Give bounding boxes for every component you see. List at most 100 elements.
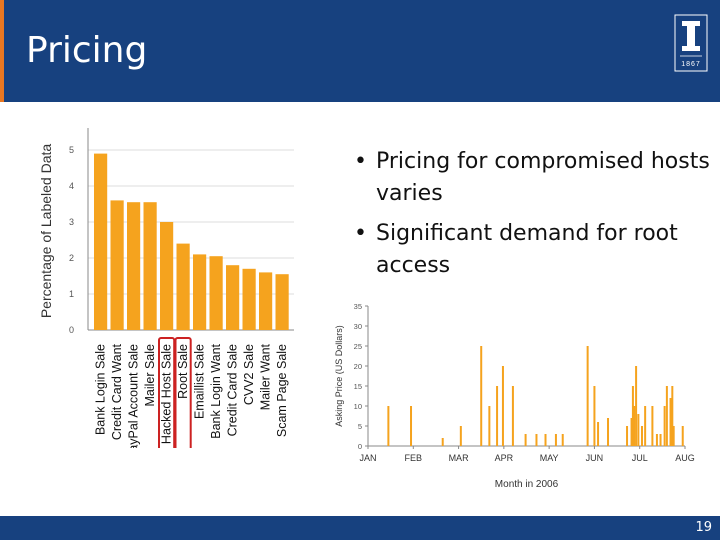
y-axis-label: Percentage of Labeled Data: [38, 144, 54, 319]
x-tick-label: MAR: [449, 453, 470, 463]
x-tick-label: Emaillist Sale: [193, 344, 207, 419]
y-tick-label: 30: [354, 322, 362, 331]
price-bar: [488, 406, 491, 446]
price-bar: [633, 406, 636, 446]
bar: [143, 202, 157, 330]
bar: [110, 200, 124, 330]
y-axis-label: Asking Price (US Dollars): [334, 325, 344, 427]
price-bar: [665, 386, 668, 446]
price-bar: [681, 426, 684, 446]
bar: [226, 265, 240, 330]
price-bar: [637, 414, 640, 446]
y-tick-label: 5: [358, 422, 362, 431]
price-bar: [626, 426, 629, 446]
price-bar: [511, 386, 514, 446]
y-tick-label: 0: [358, 442, 362, 451]
y-tick-label: 20: [354, 362, 362, 371]
x-tick-label: JUL: [632, 453, 648, 463]
bullet-text: Pricing for compromised hosts varies: [376, 149, 710, 206]
category-bar-chart: 0 1 2 3 4 5 Percentage of Labeled Data Bank Log…: [38, 128, 294, 448]
bar: [259, 272, 273, 330]
logo-text: 1867: [681, 61, 701, 68]
bullet-list: • Pricing for compromised hosts varies • S…: [350, 146, 710, 290]
bar: [242, 268, 256, 330]
x-tick-label: Mailer Want: [259, 343, 273, 410]
price-bar: [663, 406, 666, 446]
price-bar: [635, 366, 638, 446]
page-number: 19: [695, 520, 712, 535]
price-bar: [630, 418, 633, 446]
x-tick-label: APR: [495, 453, 514, 463]
price-bar: [669, 398, 672, 446]
price-bar: [671, 386, 674, 446]
bullet-item: • Significant demand for root access: [354, 221, 678, 278]
price-bar: [561, 434, 564, 446]
price-bar: [631, 386, 634, 446]
bar: [193, 254, 207, 330]
price-bar: [640, 426, 643, 446]
price-bar: [441, 438, 444, 446]
price-bar: [597, 422, 600, 446]
price-bar: [651, 406, 654, 446]
y-tick-label: 35: [354, 302, 362, 311]
slide-footer: 19: [0, 516, 720, 540]
y-tick-label: 15: [354, 382, 362, 391]
price-bar: [607, 418, 610, 446]
x-tick-label: Credit Card Sale: [226, 344, 240, 436]
x-tick-label: Bank Login Sale: [94, 344, 108, 435]
university-logo-icon: 1867: [674, 14, 708, 72]
bar: [94, 153, 108, 330]
x-tick-label: Root Sale: [176, 344, 190, 399]
price-bar: [387, 406, 390, 446]
bullet-item: • Pricing for compromised hosts varies: [354, 149, 710, 206]
y-tick-label: 5: [69, 145, 74, 155]
x-tick-label: Bank Login Want: [209, 343, 223, 438]
x-tick-label: Mailer Sale: [143, 344, 157, 407]
price-timeline-chart: 0 5 10 15 20 25 30 35 JAN FEB MAR APR MAY JUN JUL AUG As…: [334, 302, 695, 490]
x-tick-label: FEB: [405, 453, 423, 463]
price-bar: [655, 434, 658, 446]
x-tick-label: MAY: [540, 453, 559, 463]
y-tick-label: 2: [69, 253, 74, 263]
header-accent-stripe: [0, 0, 4, 102]
price-bar: [410, 406, 413, 446]
x-tick-label: Scam Page Sale: [275, 344, 289, 437]
price-bar: [480, 346, 483, 446]
slide-header: Pricing 1867: [0, 0, 720, 102]
bar: [209, 256, 223, 330]
y-tick-label: 4: [69, 181, 74, 191]
x-tick-label: PayPal Account Sale: [127, 344, 141, 448]
price-bar: [524, 434, 527, 446]
x-tick-label: JAN: [359, 453, 376, 463]
price-bar: [459, 426, 462, 446]
price-bar: [544, 434, 547, 446]
y-tick-label: 3: [69, 217, 74, 227]
x-tick-label: CVV2 Sale: [242, 344, 256, 405]
price-bar: [672, 426, 675, 446]
x-tick-label: JUN: [586, 453, 604, 463]
bar: [160, 222, 174, 330]
bullet-text: Significant demand for root access: [376, 221, 678, 278]
bar: [127, 202, 141, 330]
highlight-box: [158, 337, 176, 448]
price-bar: [554, 434, 557, 446]
x-axis-label: Month in 2006: [495, 479, 559, 490]
price-bar: [535, 434, 538, 446]
y-tick-label: 1: [69, 289, 74, 299]
price-bar: [659, 434, 662, 446]
bar: [176, 243, 190, 330]
price-bar: [501, 366, 504, 446]
price-bar: [644, 406, 647, 446]
price-bar: [496, 386, 499, 446]
highlight-box: [174, 337, 192, 448]
y-tick-label: 10: [354, 402, 362, 411]
slide-title: Pricing: [26, 30, 148, 71]
price-bar: [593, 386, 596, 446]
y-tick-label: 0: [69, 325, 74, 335]
x-tick-label: AUG: [675, 453, 695, 463]
x-tick-label: Hacked Host Sale: [160, 344, 174, 444]
y-tick-label: 25: [354, 342, 362, 351]
x-tick-label: Credit Card Want: [110, 343, 124, 440]
price-bar: [586, 346, 589, 446]
bar: [275, 274, 289, 330]
